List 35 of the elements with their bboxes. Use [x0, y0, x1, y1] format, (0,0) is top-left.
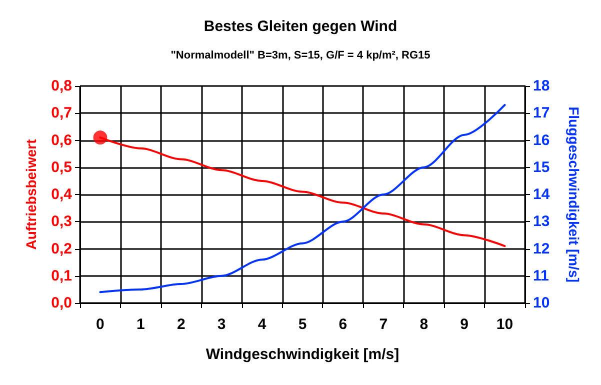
y2-tick-label: 18 [533, 78, 550, 94]
y2-tick-label: 15 [533, 158, 550, 176]
x-tick-label: 10 [496, 316, 514, 333]
x-tick-label: 8 [420, 316, 428, 333]
y-tick-label: 0,5 [51, 158, 72, 176]
y-tick-label: 0,7 [51, 104, 72, 122]
y2-tick-label: 10 [533, 294, 550, 312]
y-tick-label: 0,3 [51, 213, 72, 230]
line-series [99, 104, 506, 294]
x-tick-label: 6 [338, 316, 348, 333]
y-axis-title: Auftriebsbeiwert [23, 138, 39, 250]
y-tick-label: 0,0 [51, 294, 72, 312]
x-tick-label: 3 [217, 316, 226, 333]
y-tick-label: 0,6 [51, 132, 72, 149]
y2-tick-label: 13 [533, 213, 550, 230]
y2-tick-label: 12 [533, 240, 550, 258]
y2-tick-label: 14 [533, 186, 550, 203]
y2-tick-label: 11 [533, 267, 549, 284]
chart-title: Bestes Gleiten gegen Wind [204, 18, 398, 35]
y-tick-label: 0,8 [51, 78, 72, 94]
y2-tick-label: 16 [533, 132, 550, 149]
y2-axis-title: Fluggeschwindigkeit [m/s] [566, 106, 582, 282]
y-tick-label: 0,2 [51, 240, 72, 258]
x-tick-label: 5 [298, 316, 307, 333]
x-tick-label: 4 [258, 316, 267, 333]
chart-subtitle: "Normalmodell" B=3m, S=15, G/F = 4 kp/m², RG15 [170, 50, 430, 62]
x-tick-label: 7 [379, 316, 388, 333]
x-tick-label: 9 [460, 316, 468, 333]
y-tick-label: 0,1 [51, 267, 72, 284]
x-tick-label: 0 [96, 316, 104, 333]
y2-tick-label: 17 [533, 104, 550, 122]
x-tick-label: 2 [176, 316, 186, 333]
x-tick-label: 1 [136, 316, 145, 333]
x-axis-title: Windgeschwindigkeit [m/s] [206, 346, 400, 363]
y-tick-label: 0,4 [51, 186, 73, 203]
